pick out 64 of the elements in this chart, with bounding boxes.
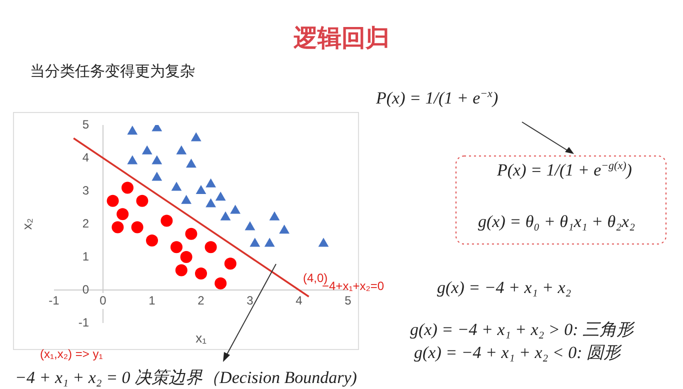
point (116, 208, 129, 220)
point (190, 132, 202, 142)
point (160, 214, 173, 227)
point (146, 234, 158, 246)
text: −4 + x₁ + x₂ = 0 决策边界（Decision Boundary) (15, 367, 357, 389)
point (279, 224, 290, 234)
point (214, 277, 227, 290)
point (185, 228, 198, 240)
point (152, 155, 162, 164)
y-tick-label: 1 (82, 249, 90, 264)
point (204, 241, 217, 254)
x-tick-label: 3 (246, 293, 254, 308)
point (318, 238, 329, 247)
x-axis-title: x₁ (196, 330, 208, 346)
point (264, 238, 275, 247)
chart-title: 逻辑回归 (292, 23, 390, 54)
point (181, 194, 192, 204)
point (112, 221, 124, 234)
point (269, 211, 280, 220)
x-tick-label: 1 (148, 293, 156, 308)
text: P(x) = 1/(1 + e$^{−x}$) (376, 88, 498, 109)
point (127, 155, 138, 164)
point (224, 258, 236, 270)
point (186, 158, 196, 168)
point (220, 211, 231, 220)
point (131, 221, 144, 234)
point (176, 145, 187, 154)
text: g(x) = −4 + x₁ + x₂ (437, 278, 572, 298)
point (215, 192, 226, 201)
point (206, 178, 216, 188)
point (136, 194, 148, 207)
y-tick-label: 4 (82, 150, 90, 164)
y-tick-label: 0 (82, 282, 90, 296)
point (106, 194, 119, 207)
point (250, 238, 260, 247)
x-tick-label: 2 (198, 293, 205, 308)
point (170, 241, 182, 254)
x-tick-label: 5 (344, 293, 352, 308)
text: g(x) = −4 + x₁ + x₂ < 0: 圆形 (414, 342, 621, 364)
point (196, 185, 206, 194)
y-axis-title: x₂ (20, 218, 35, 230)
y-tick-label: 2 (82, 216, 90, 230)
chart-subtitle: 当分类任务变得更为复杂 (30, 62, 195, 81)
point (230, 204, 240, 214)
text: g(x) = θ₀ + θ₁x₁ + θ₂x₂ (478, 212, 635, 232)
point (180, 251, 192, 263)
point (142, 145, 152, 154)
text: P(x) = 1/(1 + e$^{−g(x)}$) (497, 160, 632, 181)
point (122, 182, 134, 194)
point (127, 126, 138, 135)
x-tick-label: 0 (100, 293, 107, 308)
point (175, 264, 188, 276)
point (195, 268, 207, 280)
x-tick-label: 4 (296, 293, 303, 308)
text: g(x) = −4 + x₁ + x₂ > 0: 三角形 (410, 319, 634, 341)
x-tick-label: -1 (48, 293, 60, 308)
text: (x₁,x₂) => y₁ (40, 347, 103, 361)
y-tick-label: 5 (82, 117, 90, 132)
y-tick-label: 3 (82, 183, 90, 198)
y-tick-label: -1 (78, 315, 90, 330)
point (206, 198, 216, 208)
point (171, 182, 182, 191)
point (244, 221, 256, 230)
point (152, 172, 162, 181)
